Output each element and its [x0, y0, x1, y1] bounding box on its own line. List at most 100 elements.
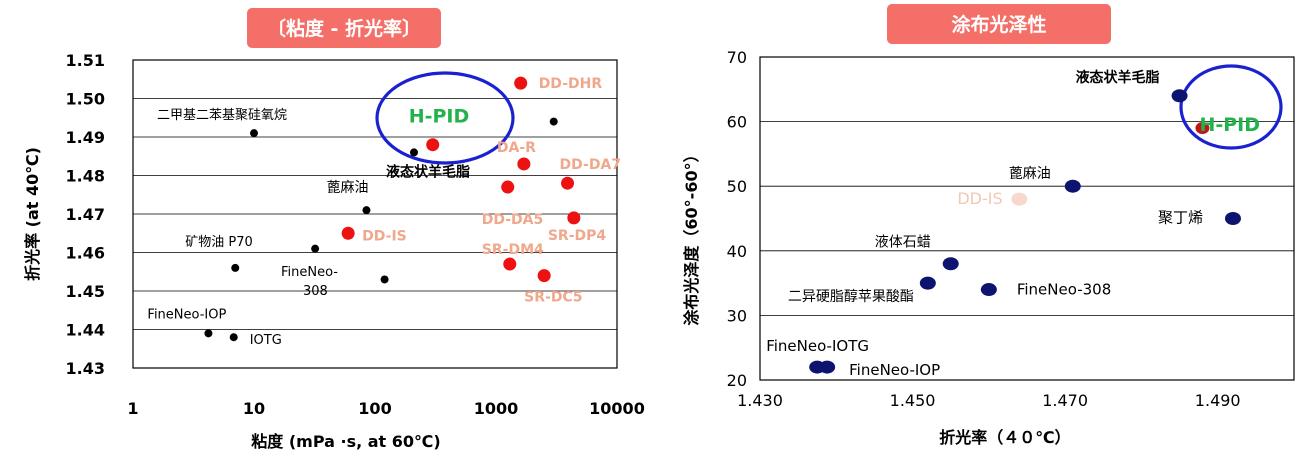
left-point-p70 [231, 263, 240, 272]
left-label-dd-da5: DD-DA5 [482, 212, 544, 228]
left-plot-area [132, 59, 618, 369]
right-point-fineneo-iop [819, 360, 836, 374]
left-point-fineneo-iop [204, 329, 213, 338]
right-label-item-4: 聚丁烯 [1158, 209, 1203, 227]
left-point-item-2 [409, 148, 418, 157]
left-y-tick-label: 1.46 [66, 244, 105, 263]
right-point-item-6 [919, 276, 936, 290]
left-y-tick-label: 1.49 [66, 128, 105, 147]
right-label-fineneo-iop: FineNeo-IOP [849, 361, 940, 379]
right-x-tick-label: 1.470 [1042, 391, 1088, 410]
left-x-tick-label: 10 [243, 399, 265, 418]
left-label-sr-dp4: SR-DP4 [548, 228, 607, 244]
left-label-sr-dm4: SR-DM4 [482, 242, 544, 258]
right-plot-area [759, 56, 1295, 381]
right-x-tick-label: 1.450 [890, 391, 936, 410]
left-label-fineneo-308-line1: FineNeo- [281, 265, 338, 280]
left-label-fineneo-iop: FineNeo-IOP [147, 307, 226, 322]
right-gridlines [760, 121, 1294, 316]
right-y-tick-label: 40 [727, 242, 747, 261]
right-label-fineneo-iotg: FineNeo-IOTG [766, 337, 869, 355]
left-h-pid-highlight-ring [375, 71, 515, 165]
left-y-tick-label: 1.50 [66, 90, 105, 109]
right-title-banner [887, 4, 1111, 44]
right-y-tick-labels: 20 30 40 50 60 70 [727, 48, 747, 390]
left-point-sr-dc5 [537, 269, 551, 283]
left-x-tick-label: 1 [127, 399, 138, 418]
left-point-sr-dm4 [503, 257, 517, 271]
left-y-tick-label: 1.45 [66, 282, 105, 301]
left-data-points [204, 76, 581, 342]
right-label-fineneo-308: FineNeo-308 [1017, 281, 1111, 299]
left-label-item-0: 二甲基二苯基聚硅氧烷 [157, 108, 287, 123]
left-label-fineneo-308-line2: 308 [303, 284, 328, 299]
left-point-item-0 [250, 129, 258, 138]
right-y-tick-label: 30 [727, 306, 747, 325]
right-point-item-4 [1224, 212, 1241, 225]
right-x-tick-label: 1.430 [737, 391, 783, 410]
left-label-iotg: IOTG [250, 333, 282, 348]
right-label-item-2: 蓖麻油 [1009, 166, 1051, 182]
right-y-axis-label: 涂布光泽度（60°-60°） [682, 146, 701, 325]
left-point-dd-dhr [514, 76, 528, 90]
left-y-tick-labels: 1.43 1.44 1.45 1.46 1.47 1.48 1.49 1.50 1.51 [66, 51, 105, 378]
right-point-fineneo-308 [980, 283, 997, 297]
left-label-dd-dhr: DD-DHR [539, 76, 603, 92]
right-y-tick-label: 20 [727, 371, 747, 390]
right-label-item-5: 液体石蜡 [875, 235, 931, 251]
left-label-item-2: 液态状羊毛脂 [386, 163, 470, 180]
left-point-dd-da7 [561, 176, 575, 190]
left-y-tick-label: 1.44 [66, 321, 105, 340]
right-y-tick-label: 60 [727, 113, 747, 132]
left-point-sr-dp4 [567, 211, 581, 225]
left-point-fineneo-308 [380, 275, 389, 284]
right-h-pid-highlight-ring [1179, 64, 1283, 150]
left-y-axis-label: 折光率 (at 40℃) [23, 147, 42, 281]
left-x-tick-label: 1000 [474, 399, 519, 418]
left-label-h-pid: H-PID [409, 106, 470, 128]
left-title-banner [247, 8, 441, 48]
left-label-dd-da7: DD-DA7 [560, 157, 622, 173]
right-y-tick-label: 70 [727, 48, 747, 67]
viscosity-refractive-index-chart: 〔粘度 - 折光率〕 1.431.441.451.461.471.481.491… [23, 8, 645, 451]
left-gridlines [133, 98, 617, 330]
right-label-dd-is: DD-IS [957, 189, 1002, 208]
left-y-tick-label: 1.43 [66, 359, 105, 378]
right-point-item-5 [942, 257, 959, 271]
left-point-item-1 [549, 117, 558, 126]
right-label-h-pid: H-PID [1199, 114, 1260, 136]
right-point-item-2 [1064, 179, 1081, 193]
left-label-item-3: 蓖麻油 [326, 180, 368, 196]
left-point-dd-da5 [501, 180, 515, 194]
right-x-tick-labels: 1.430 1.450 1.470 1.490 [737, 391, 1241, 410]
left-y-tick-label: 1.51 [66, 51, 105, 70]
right-label-item-0: 液态状羊毛脂 [1076, 69, 1160, 86]
left-y-tick-label: 1.47 [66, 205, 105, 224]
left-point-da-r [517, 157, 531, 171]
left-label-da-r: DA-R [497, 140, 536, 156]
right-y-tick-label: 50 [727, 177, 747, 196]
left-x-tick-label: 100 [358, 399, 391, 418]
left-x-tick-label: 10000 [589, 399, 645, 418]
left-label-sr-dc5: SR-DC5 [524, 290, 582, 306]
right-label-item-6: 二异硬脂醇苹果酸酯 [788, 288, 914, 305]
left-point-h-pid [426, 138, 440, 152]
right-point-dd-is [1011, 192, 1028, 206]
right-chart-title: 涂布光泽性 [951, 13, 1046, 36]
right-data-points [809, 89, 1241, 374]
left-x-tick-labels: 1 10 100 1000 10000 [127, 399, 644, 418]
right-x-axis-label: 折光率（４０℃） [939, 428, 1070, 447]
left-y-tick-label: 1.48 [66, 167, 105, 186]
left-point-item-3 [362, 206, 371, 215]
left-point-dd-is [341, 226, 355, 240]
right-point-item-0 [1171, 89, 1188, 103]
left-label-dd-is: DD-IS [362, 228, 407, 244]
right-x-tick-label: 1.490 [1195, 391, 1241, 410]
left-x-axis-label: 粘度 (mPa ·s, at 60℃) [251, 432, 440, 451]
left-point-iotg [229, 333, 238, 342]
left-point-item-5 [311, 244, 320, 253]
